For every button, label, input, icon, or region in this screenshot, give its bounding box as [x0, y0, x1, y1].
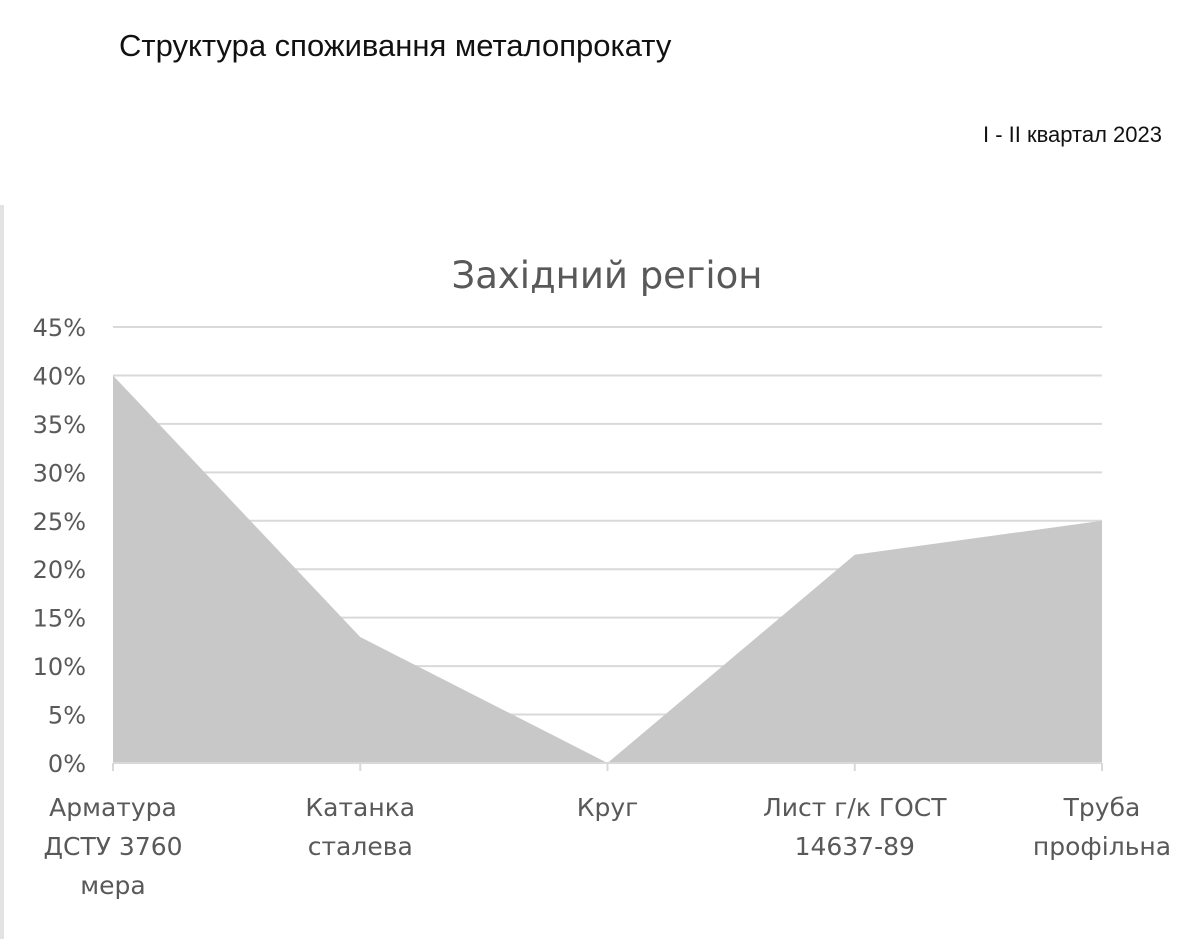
- y-axis-labels: 0% 5% 10% 15% 20% 25% 30% 35% 40% 45%: [33, 314, 86, 778]
- y-tick-label: 20%: [33, 556, 86, 584]
- y-tick-label: 15%: [33, 605, 86, 633]
- y-tick-label: 0%: [48, 750, 86, 778]
- x-axis: [112, 762, 1103, 771]
- y-tick-label: 45%: [33, 314, 86, 342]
- x-category-label: Круг: [577, 793, 639, 822]
- y-tick-label: 5%: [48, 702, 86, 730]
- page-title: Структура споживання металопрокату: [119, 28, 672, 63]
- chart-title: Західний регіон: [452, 254, 763, 297]
- x-category-label: Труба профільна: [1033, 793, 1171, 861]
- y-tick-label: 40%: [33, 362, 86, 390]
- y-tick-label: 10%: [33, 653, 86, 681]
- y-tick-label: 30%: [33, 459, 86, 487]
- left-divider: [0, 205, 4, 939]
- y-tick-label: 35%: [33, 411, 86, 439]
- x-category-label: Катанка сталева: [305, 793, 415, 861]
- x-category-label: Арматура ДСТУ 3760 мера: [43, 793, 182, 900]
- period-label: I - II квартал 2023: [982, 122, 1162, 147]
- x-category-label: Лист г/к ГОСТ 14637-89: [763, 793, 947, 861]
- area-fill: [113, 375, 1102, 763]
- area-series: [113, 375, 1102, 763]
- x-axis-labels: Арматура ДСТУ 3760 мера Катанка сталева Круг Л…: [43, 793, 1171, 900]
- y-tick-label: 25%: [33, 508, 86, 536]
